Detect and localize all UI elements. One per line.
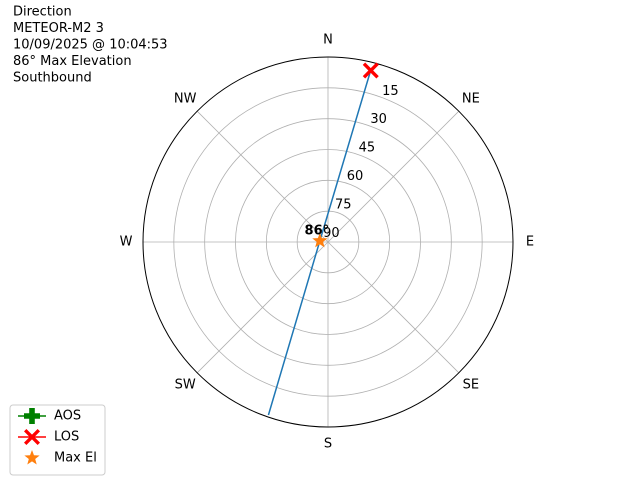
legend-label: Max El — [54, 451, 97, 466]
direction-label: S — [324, 437, 332, 452]
direction-label: NE — [462, 92, 480, 107]
direction-label: E — [526, 235, 534, 250]
marker — [362, 62, 379, 79]
value-label: 86° — [305, 223, 330, 238]
direction-label: SE — [463, 377, 479, 392]
legend-label: LOS — [54, 430, 79, 445]
legend: AOS LOS Max El — [9, 404, 106, 476]
title-line: Southbound — [13, 71, 92, 86]
direction-label: NW — [174, 92, 197, 107]
grid-spoke — [327, 110, 460, 243]
r-tick-label: 75 — [335, 198, 352, 213]
polar-spine — [142, 56, 514, 428]
direction-label: N — [323, 33, 333, 48]
r-tick-label: 15 — [382, 84, 399, 99]
title-line: 10/09/2025 @ 10:04:53 — [13, 38, 168, 53]
legend-marker — [24, 450, 40, 465]
r-tick-label: 90 — [323, 226, 340, 241]
grid-spoke — [327, 241, 460, 374]
r-tick-label: 45 — [359, 141, 376, 156]
title-line: 86° Max Elevation — [13, 54, 132, 69]
direction-label: W — [120, 235, 133, 250]
title-line: METEOR-M2 3 — [13, 21, 104, 36]
grid-spoke — [196, 110, 329, 243]
title-line: Direction — [13, 5, 72, 20]
legend-marker — [24, 408, 40, 424]
legend-label: AOS — [54, 409, 81, 424]
marker — [312, 232, 328, 248]
r-tick-label: 60 — [347, 169, 364, 184]
grid-spoke — [196, 241, 329, 374]
r-tick-label: 30 — [370, 112, 387, 127]
direction-label: SW — [175, 377, 196, 392]
legend-marker — [24, 429, 40, 445]
